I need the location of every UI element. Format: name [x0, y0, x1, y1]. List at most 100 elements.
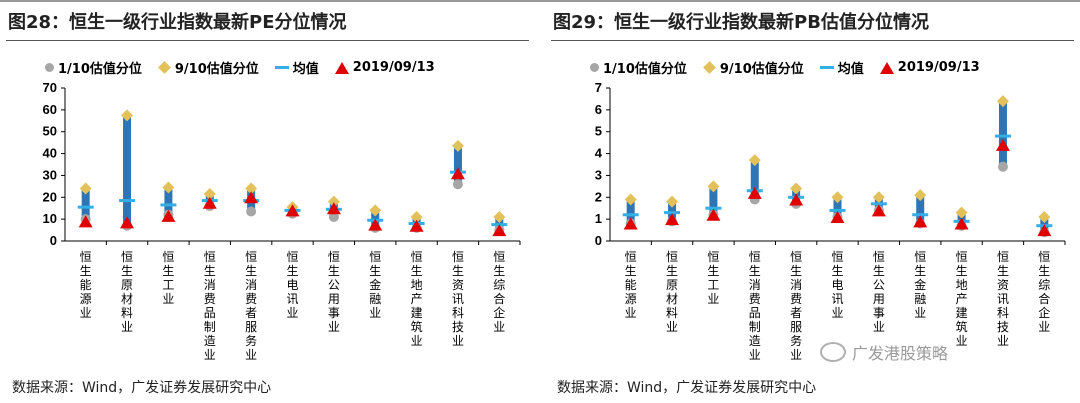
range-bar	[123, 115, 132, 226]
p90-point	[872, 191, 885, 204]
x-tick-label-char: 务	[790, 333, 802, 348]
x-tick-label-char: 建	[956, 306, 968, 320]
legend-label: 均值	[292, 62, 319, 77]
range-bar	[626, 199, 635, 224]
chart-title: 图28：恒生一级行业指数最新PE分位情况	[8, 12, 347, 33]
p90-point	[707, 180, 720, 193]
x-tick-label-char: 讯	[452, 292, 464, 306]
x-tick-label-char: 消	[204, 278, 216, 292]
p90-point	[790, 182, 803, 195]
p90-point	[996, 95, 1009, 108]
x-tick-label-char: 生	[80, 264, 92, 278]
x-tick-label-char: 恒	[204, 250, 216, 264]
range-bar	[81, 188, 90, 220]
mean-marker	[119, 199, 136, 203]
p90-point	[410, 210, 423, 223]
y-tick-label: 70	[43, 80, 57, 95]
legend-item-p90: 9/10估值分位	[703, 58, 804, 77]
x-tick-label-char: 品	[204, 306, 216, 320]
y-tick-label: 2	[595, 189, 602, 204]
y-tick-label: 4	[595, 146, 603, 161]
latest-point	[409, 219, 424, 232]
x-tick-label-char: 材	[666, 292, 678, 306]
source-note: 数据来源：Wind，广发证券发展研究中心	[557, 380, 817, 396]
x-tick-label-char: 恒	[121, 250, 133, 264]
x-tick-label-char: 业	[790, 348, 802, 362]
p10-point	[997, 161, 1008, 172]
title-divider	[6, 40, 529, 41]
x-tick-label-char: 业	[452, 334, 464, 348]
x-tick-label-char: 源	[625, 292, 637, 306]
latest-point	[244, 191, 259, 204]
x-tick-label-char: 恒	[411, 250, 423, 264]
x-tick-label-char: 生	[997, 264, 1009, 278]
x-tick-label-char: 业	[914, 306, 926, 320]
x-tick-label-char: 料	[121, 306, 133, 320]
x-tick-label-char: 讯	[286, 292, 298, 306]
legend-item-p10: 1/10估值分位	[590, 58, 687, 77]
x-tick-label-char: 恒	[162, 250, 174, 264]
x-tick-label-char: 恒	[914, 250, 926, 264]
y-tick-label: 30	[43, 167, 57, 182]
x-tick-label-char: 业	[1038, 320, 1050, 334]
y-tick-label: 50	[43, 124, 57, 139]
x-tick-label-char: 企	[1038, 305, 1050, 320]
x-tick-label-char: 生	[707, 264, 719, 278]
pe-chart-panel: 图28：恒生一级行业指数最新PE分位情况 1/10估值分位 9/10估值分位 均…	[0, 0, 535, 403]
chart-title: 图29：恒生一级行业指数最新PB估值分位情况	[553, 12, 929, 33]
x-tick-label-char: 电	[286, 278, 298, 292]
x-tick-label-char: 金	[369, 277, 381, 292]
mean-marker	[870, 202, 887, 206]
x-tick-label-char: 资	[452, 278, 464, 292]
mean-marker	[994, 134, 1011, 138]
x-tick-label-char: 建	[411, 306, 423, 320]
legend-label: 2019/09/13	[897, 60, 980, 75]
p10-point	[246, 206, 257, 217]
x-tick-label-char: 事	[873, 306, 885, 320]
range-bar	[709, 186, 718, 215]
x-tick-label-char: 生	[914, 264, 926, 278]
latest-point	[492, 224, 507, 237]
x-tick-label-char: 生	[328, 264, 340, 278]
legend-label: 2019/09/13	[352, 60, 435, 75]
y-tick-label: 20	[43, 189, 57, 204]
x-tick-label-char: 务	[245, 333, 257, 348]
latest-point	[161, 209, 176, 222]
x-tick-label-char: 生	[625, 264, 637, 278]
x-tick-label-char: 服	[245, 320, 257, 334]
x-tick-label-char: 恒	[245, 250, 257, 264]
x-tick-label-char: 生	[493, 264, 505, 278]
x-tick-label-char: 业	[956, 334, 968, 348]
x-tick-label-char: 综	[493, 278, 505, 292]
x-tick-label-char: 者	[245, 306, 257, 320]
chart-legend: 1/10估值分位 9/10估值分位 均值 2019/09/13	[590, 58, 990, 77]
x-tick-label-char: 业	[245, 348, 257, 362]
p90-point	[914, 189, 927, 202]
x-tick-label-char: 恒	[956, 250, 968, 264]
y-tick-label: 0	[50, 233, 57, 248]
chart-legend: 1/10估值分位 9/10估值分位 均值 2019/09/13	[45, 58, 445, 77]
x-tick-label-char: 科	[997, 306, 1009, 320]
latest-point	[450, 167, 465, 180]
x-tick-label-char: 用	[328, 292, 340, 306]
x-tick-label-char: 生	[1038, 264, 1050, 278]
watermark: 广发港股策略	[820, 340, 948, 364]
p90-point	[79, 182, 92, 195]
x-tick-label-char: 生	[831, 264, 843, 278]
x-tick-label-char: 讯	[831, 292, 843, 306]
legend-item-p90: 9/10估值分位	[158, 58, 259, 77]
x-tick-label-char: 业	[369, 306, 381, 320]
x-tick-label-char: 生	[121, 264, 133, 278]
x-tick-label-char: 筑	[411, 319, 423, 334]
p90-point	[162, 181, 175, 194]
legend-label: 9/10估值分位	[719, 62, 804, 77]
x-tick-label-char: 科	[452, 306, 464, 320]
dash-marker-icon	[274, 66, 289, 69]
